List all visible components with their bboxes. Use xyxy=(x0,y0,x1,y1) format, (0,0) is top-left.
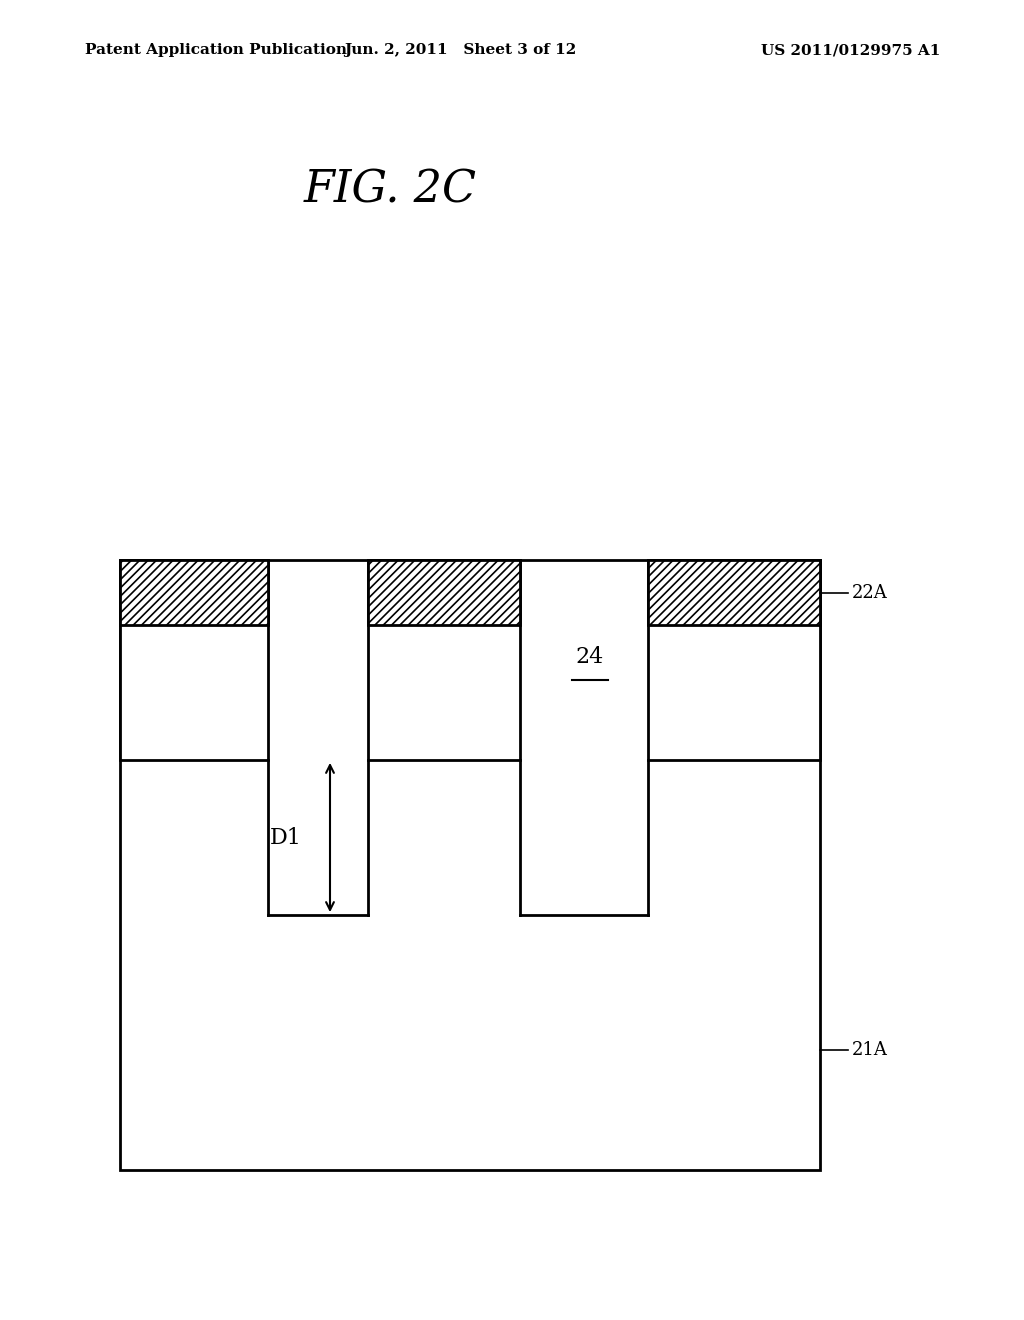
Text: 22A: 22A xyxy=(852,583,888,602)
Text: 21A: 21A xyxy=(852,1041,888,1059)
Bar xyxy=(368,560,520,624)
Bar xyxy=(120,560,820,1170)
Bar xyxy=(648,560,820,760)
Bar xyxy=(120,560,268,760)
Text: Patent Application Publication: Patent Application Publication xyxy=(85,44,347,57)
Text: Jun. 2, 2011   Sheet 3 of 12: Jun. 2, 2011 Sheet 3 of 12 xyxy=(344,44,577,57)
Text: US 2011/0129975 A1: US 2011/0129975 A1 xyxy=(761,44,940,57)
Text: D1: D1 xyxy=(270,826,302,849)
Bar xyxy=(268,760,368,915)
Bar xyxy=(368,560,520,760)
Bar xyxy=(520,760,648,915)
Bar xyxy=(648,560,820,624)
Bar xyxy=(120,560,268,624)
Text: 24: 24 xyxy=(575,645,604,668)
Text: FIG. 2C: FIG. 2C xyxy=(303,169,476,211)
